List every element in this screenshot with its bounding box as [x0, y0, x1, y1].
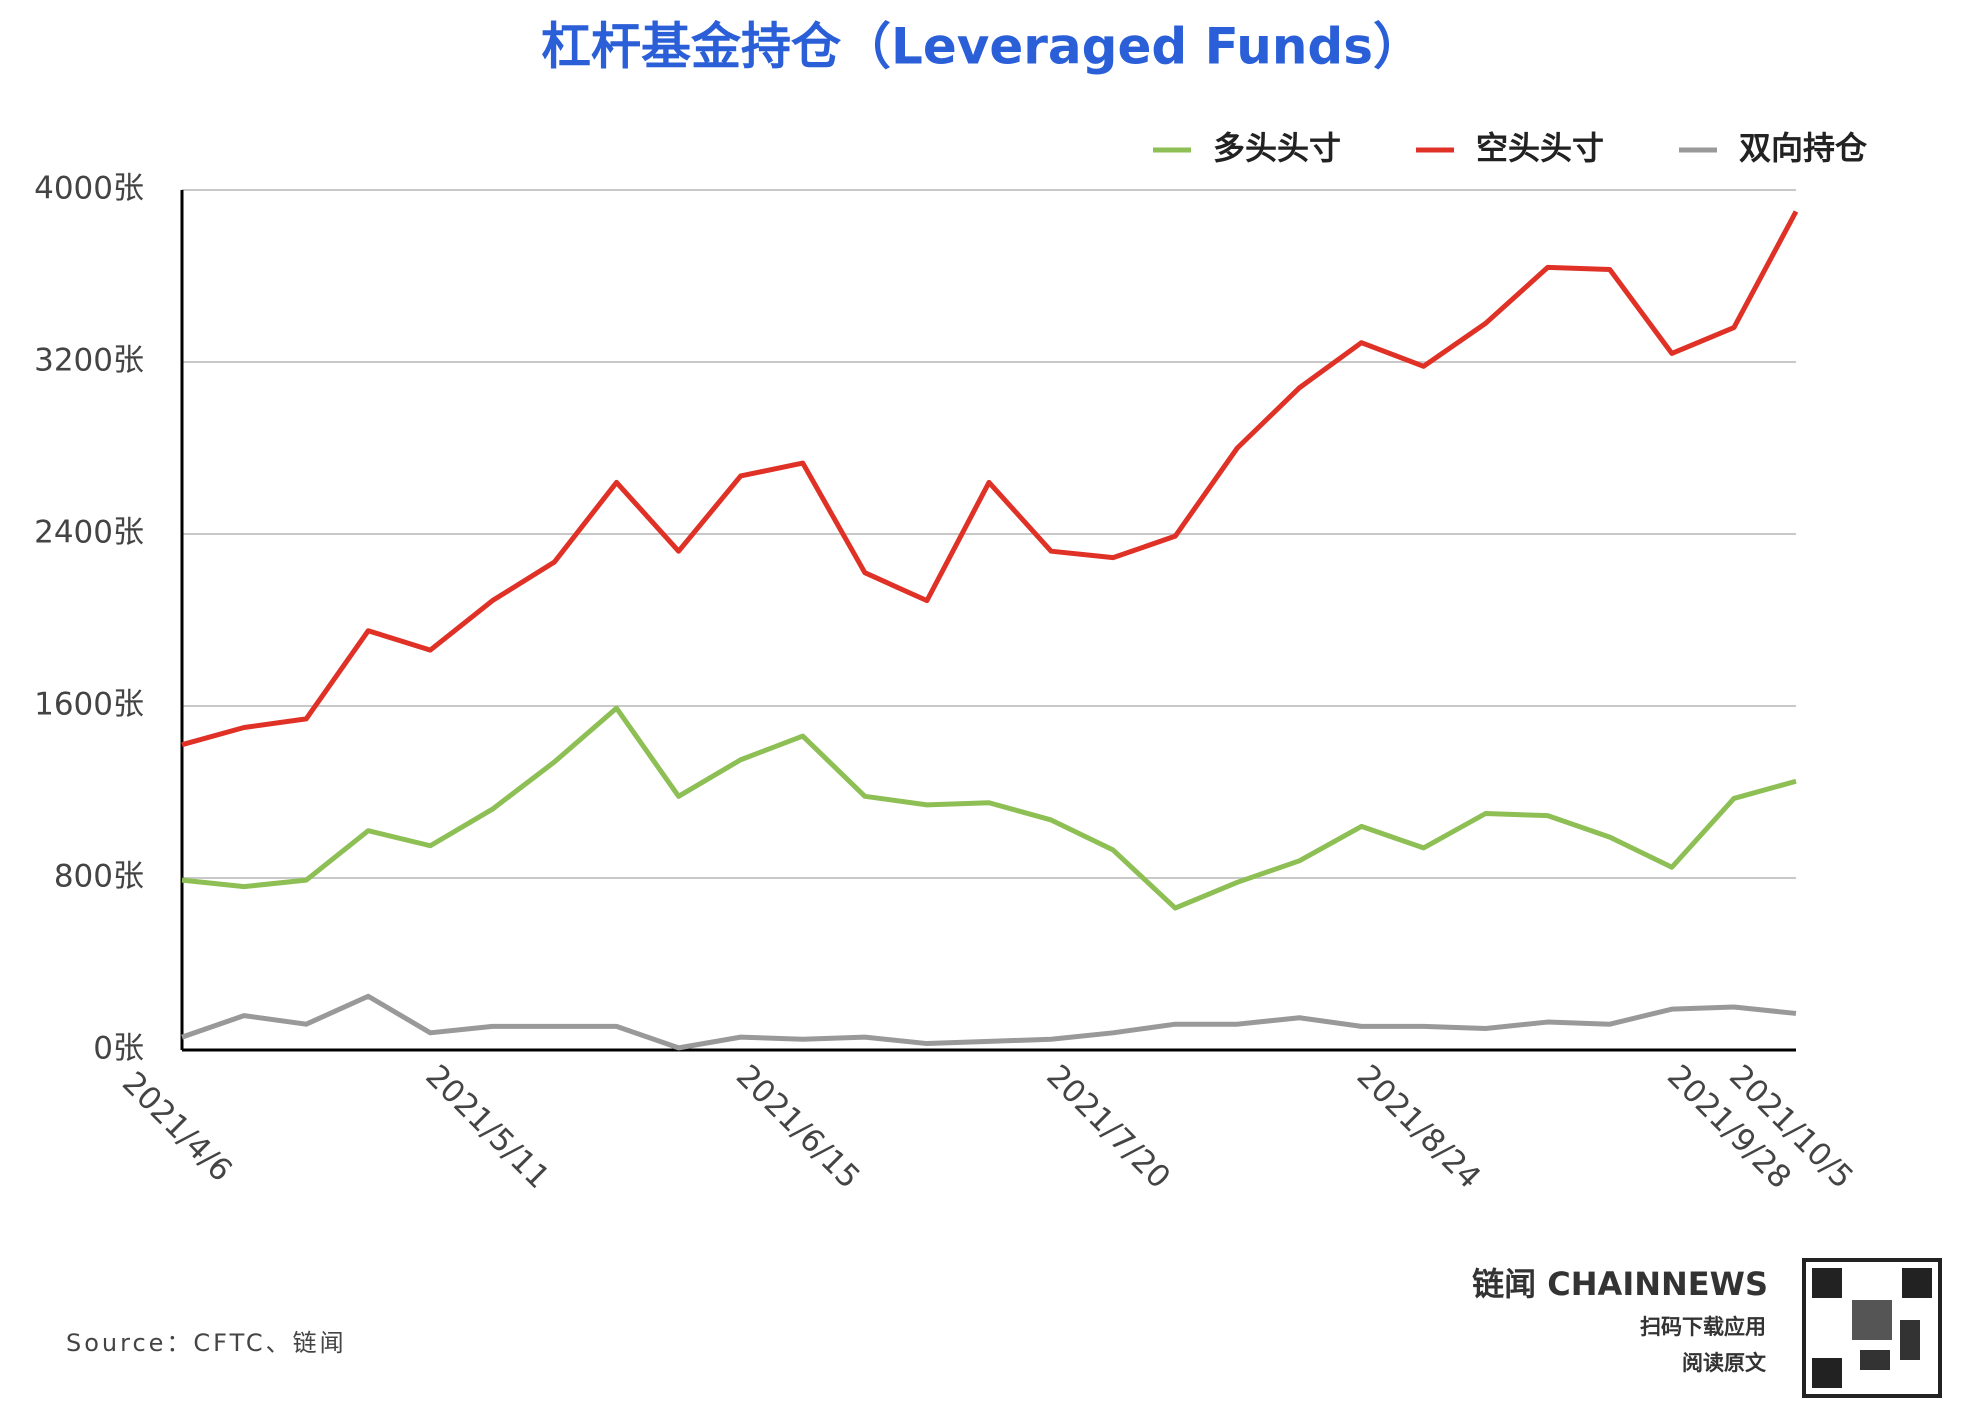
series-line — [181, 705, 1797, 911]
qr-code — [1802, 1258, 1942, 1398]
source: Source：CFTC、链闻 — [66, 1329, 347, 1357]
series-line — [181, 210, 1799, 748]
y-tick-label: 0张 — [93, 1031, 144, 1067]
y-tick-label: 800张 — [54, 859, 144, 895]
legend-label: 双向持仓 — [1739, 129, 1868, 167]
brand-line: 阅读原文 — [1682, 1351, 1767, 1375]
brand-name: 链闻 CHAINNEWS — [1472, 1265, 1768, 1303]
brand-line: 扫码下载应用 — [1640, 1315, 1766, 1339]
y-tick-label: 3200张 — [34, 343, 144, 379]
legend-label: 空头头寸 — [1476, 129, 1604, 167]
y-tick-label: 4000张 — [34, 171, 144, 207]
legend-label: 多头头寸 — [1213, 129, 1341, 167]
series-line — [181, 993, 1797, 1051]
chart-title: 杠杆基金持仓（Leveraged Funds） — [541, 18, 1423, 76]
y-tick-label: 2400张 — [34, 515, 144, 551]
y-tick-label: 1600张 — [34, 687, 144, 723]
